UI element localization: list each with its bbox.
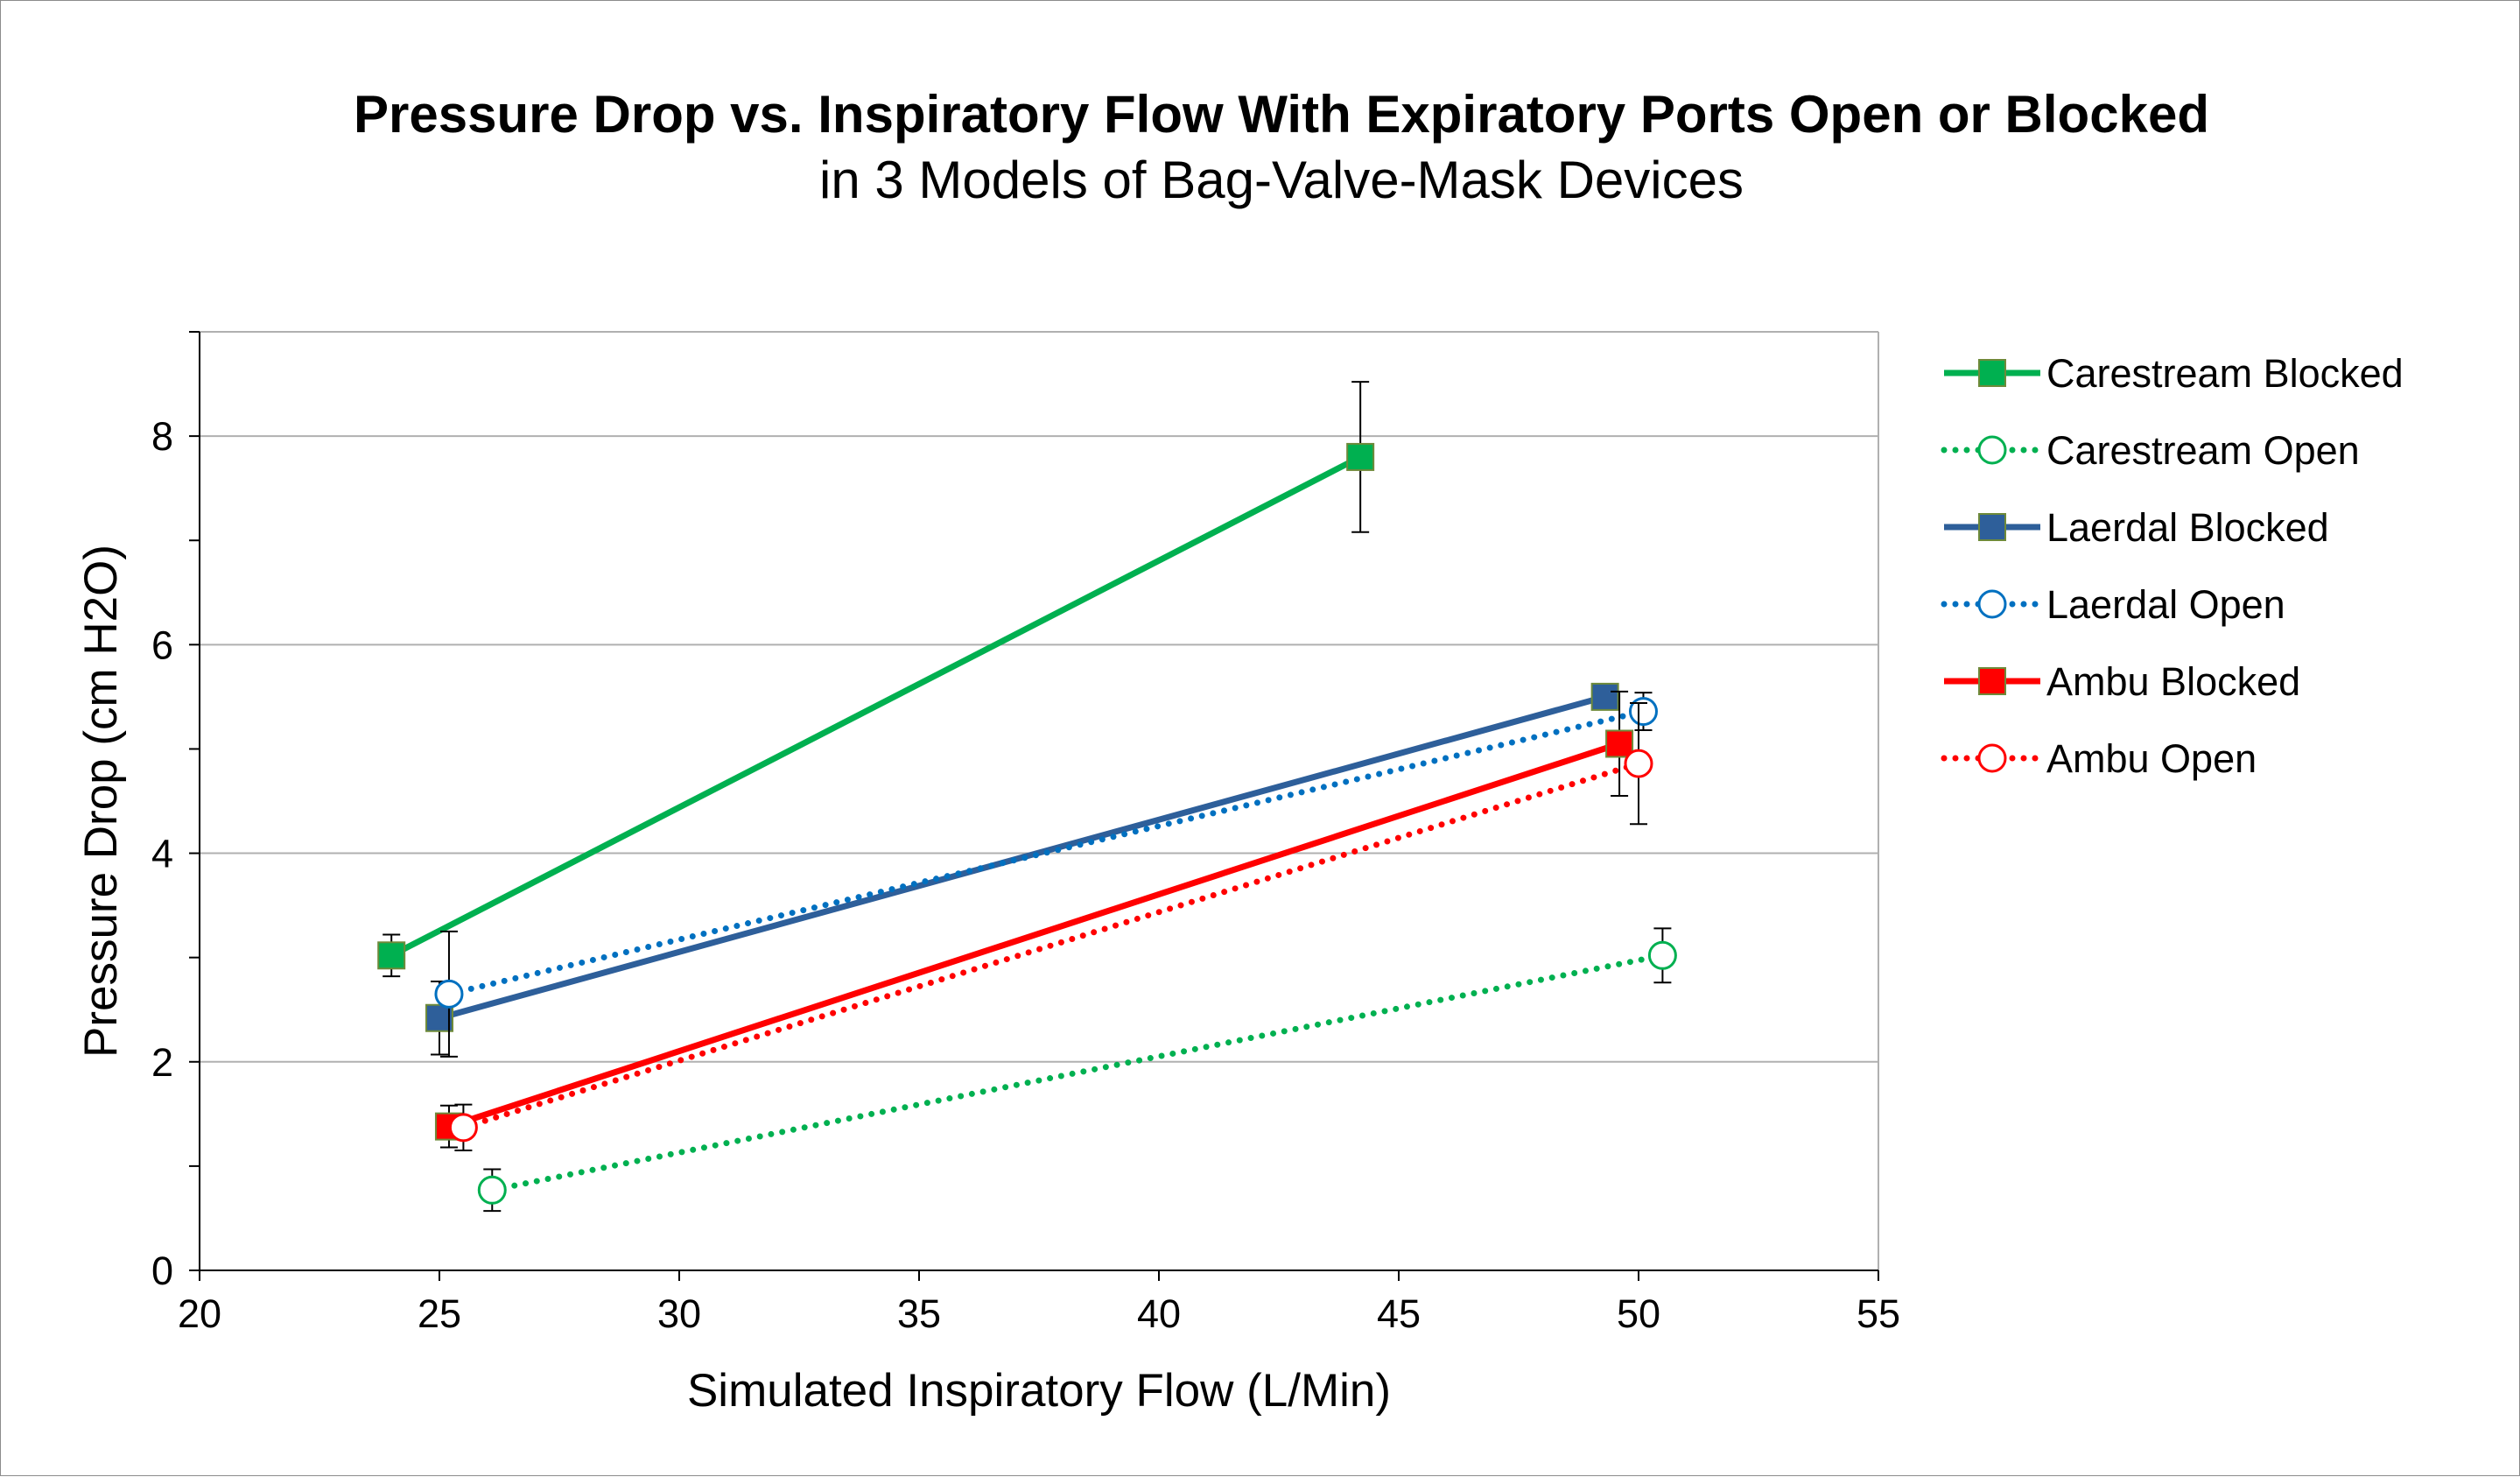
x-axis-title: Simulated Inspiratory Flow (L/Min) (687, 1365, 1391, 1417)
data-point-carestream-blocked (1346, 442, 1375, 471)
data-point-carestream-open (1647, 940, 1677, 970)
legend-item-laerdal-open: Laerdal Open (1941, 582, 2285, 627)
legend-item-carestream-blocked: Carestream Blocked (1944, 351, 2404, 396)
chart-subtitle: in 3 Models of Bag-Valve-Mask Devices (819, 151, 1744, 209)
data-point-laerdal-open (1628, 697, 1658, 727)
series-line-carestream-blocked (390, 454, 1362, 959)
axes: 0 2 4 6 8 20 25 30 35 40 45 50 55 (151, 331, 1900, 1336)
legend-label: Ambu Blocked (2046, 659, 2300, 704)
legend-label: Ambu Open (2046, 736, 2257, 781)
x-tick-label: 40 (1137, 1291, 1181, 1336)
legend-label: Laerdal Blocked (2046, 505, 2329, 550)
x-tick-label: 35 (897, 1291, 941, 1336)
data-point-ambu-open (1624, 749, 1653, 778)
x-tick-label: 45 (1377, 1291, 1421, 1336)
series-carestream-open (477, 927, 1677, 1213)
series-laerdal-open (434, 692, 1658, 1058)
series-carestream-blocked (377, 381, 1375, 978)
data-point-ambu-blocked (1605, 729, 1634, 758)
y-tick-label: 6 (151, 622, 173, 667)
series-line-ambu-open (460, 760, 1642, 1131)
legend-swatch-marker (1977, 743, 2007, 773)
legend-swatch-marker (1978, 513, 2006, 541)
x-tick-label: 50 (1617, 1291, 1660, 1336)
legend-swatch-marker (1977, 435, 2007, 465)
data-point-carestream-blocked (377, 941, 406, 970)
data-point-laerdal-blocked (1590, 682, 1619, 711)
legend-item-carestream-open: Carestream Open (1941, 428, 2360, 473)
series-ambu-open (448, 702, 1653, 1152)
legend-swatch-marker (1978, 359, 2006, 387)
y-axis-title: Pressure Drop (cm H2O) (75, 545, 127, 1058)
legend-item-laerdal-blocked: Laerdal Blocked (1944, 505, 2329, 550)
y-tick-label: 4 (151, 832, 173, 876)
legend-swatch-marker (1977, 589, 2007, 619)
y-tick-label: 2 (151, 1040, 173, 1085)
legend: Carestream Blocked Carestream Open Laerdal… (1941, 351, 2404, 781)
data-point-laerdal-open (434, 979, 464, 1009)
legend-swatch-marker (1978, 667, 2006, 695)
x-tick-label: 30 (657, 1291, 701, 1336)
series-group (377, 381, 1677, 1213)
series-ambu-blocked (434, 690, 1634, 1149)
y-tick-label: 8 (151, 414, 173, 459)
data-point-ambu-open (448, 1113, 478, 1143)
legend-item-ambu-open: Ambu Open (1941, 736, 2257, 781)
legend-item-ambu-blocked: Ambu Blocked (1944, 659, 2300, 704)
chart-title: Pressure Drop vs. Inspiratory Flow With … (354, 85, 2209, 144)
x-tick-label: 55 (1857, 1291, 1900, 1336)
data-point-carestream-open (477, 1175, 507, 1205)
legend-label: Laerdal Open (2046, 582, 2285, 627)
legend-label: Carestream Open (2046, 428, 2360, 473)
x-tick-label: 20 (178, 1291, 221, 1336)
y-tick-label: 0 (151, 1248, 173, 1293)
x-tick-label: 25 (418, 1291, 461, 1336)
legend-label: Carestream Blocked (2046, 351, 2404, 396)
series-line-ambu-blocked (447, 741, 1621, 1129)
series-line-laerdal-open (446, 708, 1646, 997)
